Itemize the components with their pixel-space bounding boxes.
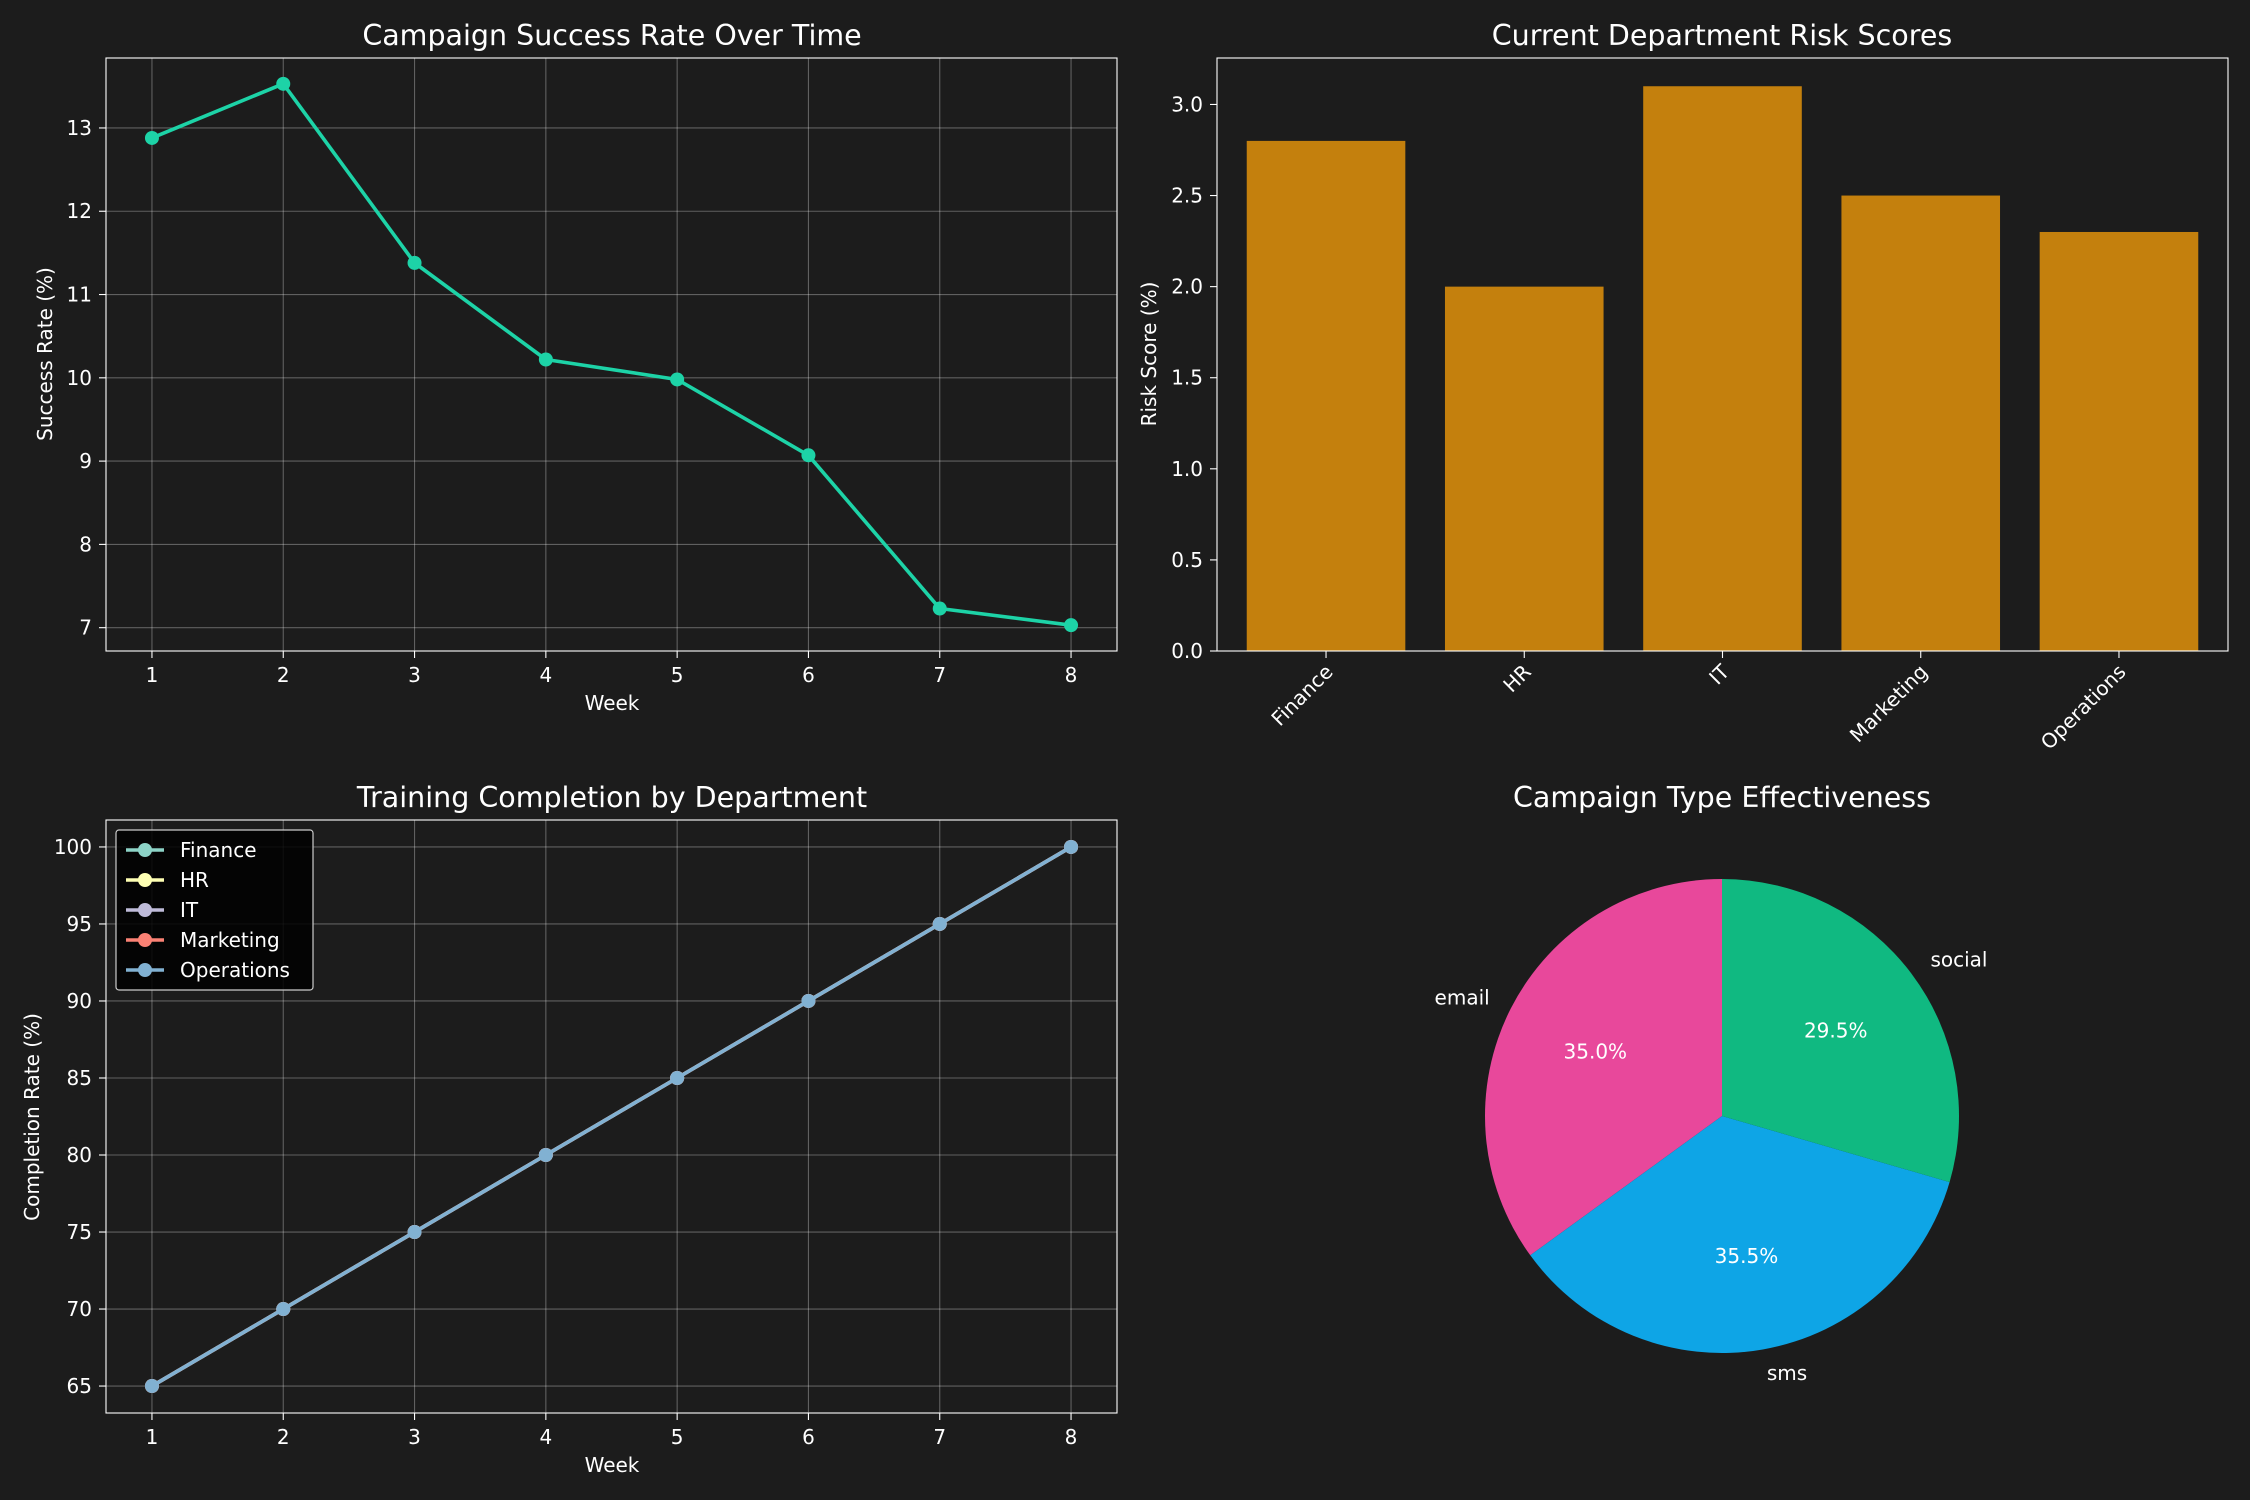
- campaign-type-pie-chart: Campaign Type Effectiveness email 35.0% sm…: [1435, 781, 1988, 1385]
- training-completion-y-tick-label: 75: [67, 1220, 92, 1244]
- risk-score-y-tick-label: 0.0: [1171, 639, 1203, 663]
- risk-score-y-tick-label: 2.5: [1171, 184, 1203, 208]
- training-completion-y-tick-label: 85: [67, 1066, 92, 1090]
- campaign-type-percent-email: 35.0%: [1564, 1039, 1628, 1063]
- training-completion-plot-frame: [105, 819, 1118, 1414]
- campaign-type-label-social: social: [1930, 947, 1987, 971]
- training-completion-x-tick-label: 8: [1065, 1425, 1078, 1449]
- training-completion-y-tick-label: 70: [67, 1297, 92, 1321]
- legend-label-it: IT: [180, 898, 199, 922]
- training-completion-x-tick-label: 1: [146, 1425, 159, 1449]
- training-completion-y-tick-label: 80: [67, 1143, 92, 1167]
- success-rate-x-tick-label: 3: [408, 663, 421, 687]
- success-rate-x-tick-label: 4: [539, 663, 552, 687]
- risk-score-y-tick-label: 1.0: [1171, 457, 1203, 481]
- training-completion-data-point-operations: [932, 916, 947, 931]
- campaign-type-chart-title: Campaign Type Effectiveness: [1513, 781, 1931, 814]
- legend-marker-it: [138, 903, 152, 917]
- success-rate-x-tick-label: 6: [802, 663, 815, 687]
- campaign-type-slice-social: [1722, 879, 1959, 1183]
- training-completion-y-axis-label: Completion Rate (%): [20, 1013, 44, 1221]
- success-rate-y-tick-label: 12: [67, 199, 92, 223]
- legend-label-operations: Operations: [180, 958, 290, 982]
- risk-score-bar-hr: [1444, 286, 1604, 651]
- success-rate-y-tick-label: 11: [67, 283, 92, 307]
- campaign-type-slice-sms: [1530, 1116, 1950, 1354]
- training-completion-chart-title: Training Completion by Department: [356, 781, 867, 814]
- campaign-type-label-email: email: [1435, 986, 1490, 1010]
- success-rate-x-axis-label: Week: [585, 691, 640, 715]
- risk-score-bar-marketing: [1841, 195, 2001, 651]
- risk-score-bar-operations: [2039, 231, 2199, 652]
- risk-score-y-tick-label: 3.0: [1171, 92, 1203, 116]
- success-rate-data-point-series: [407, 255, 422, 270]
- training-completion-data-point-operations: [276, 1302, 291, 1317]
- training-completion-x-tick-label: 2: [277, 1425, 290, 1449]
- training-completion-x-axis-label: Week: [585, 1453, 640, 1477]
- training-completion-data-point-operations: [407, 1225, 422, 1240]
- success-rate-series-line-series: [151, 82, 1072, 627]
- training-completion-line-chart: Training Completion by Department Week C…: [20, 781, 1118, 1477]
- training-completion-legend-box: [115, 829, 314, 991]
- training-completion-y-tick-label: 95: [67, 912, 92, 936]
- success-rate-data-point-series: [801, 448, 816, 463]
- success-rate-data-point-series: [144, 130, 159, 145]
- success-rate-data-point-series: [670, 372, 685, 387]
- campaign-type-slice-email: [1485, 879, 1722, 1256]
- training-completion-data-point-operations: [1064, 839, 1079, 854]
- risk-score-y-tick-label: 0.5: [1171, 548, 1203, 572]
- success-rate-x-tick-label: 2: [277, 663, 290, 687]
- campaign-type-percent-social: 29.5%: [1804, 1019, 1868, 1043]
- training-completion-data-point-operations: [144, 1379, 159, 1394]
- training-completion-data-point-operations: [801, 993, 816, 1008]
- training-completion-x-tick-label: 6: [802, 1425, 815, 1449]
- success-rate-y-axis-label: Success Rate (%): [33, 267, 57, 441]
- success-rate-y-tick-label: 8: [79, 532, 92, 556]
- success-rate-x-tick-label: 1: [146, 663, 159, 687]
- legend-label-hr: HR: [180, 868, 209, 892]
- success-rate-x-tick-label: 8: [1065, 663, 1078, 687]
- training-completion-data-point-operations: [670, 1070, 685, 1085]
- legend-marker-hr: [138, 873, 152, 887]
- success-rate-plot-frame: [105, 57, 1118, 652]
- training-completion-y-tick-label: 65: [67, 1374, 92, 1398]
- training-completion-x-tick-label: 5: [671, 1425, 684, 1449]
- success-rate-data-point-series: [1064, 618, 1079, 633]
- training-completion-x-tick-label: 4: [539, 1425, 552, 1449]
- success-rate-data-point-series: [932, 601, 947, 616]
- training-completion-data-point-operations: [538, 1148, 553, 1163]
- legend-label-marketing: Marketing: [180, 928, 280, 952]
- success-rate-x-tick-label: 5: [671, 663, 684, 687]
- training-completion-x-tick-label: 7: [933, 1425, 946, 1449]
- risk-score-y-axis-label: Risk Score (%): [1137, 282, 1161, 427]
- training-completion-y-tick-label: 90: [67, 989, 92, 1013]
- success-rate-y-tick-label: 9: [79, 449, 92, 473]
- risk-score-bar-chart: Current Department Risk Scores Risk Scor…: [1137, 19, 2229, 754]
- legend-label-finance: Finance: [180, 838, 257, 862]
- legend-marker-finance: [138, 843, 152, 857]
- risk-score-y-tick-label: 1.5: [1171, 366, 1203, 390]
- legend-marker-operations: [138, 963, 152, 977]
- success-rate-data-point-series: [276, 76, 291, 91]
- risk-score-chart-title: Current Department Risk Scores: [1492, 19, 1952, 52]
- success-rate-x-tick-label: 7: [933, 663, 946, 687]
- training-completion-y-tick-label: 100: [54, 835, 92, 859]
- success-rate-y-tick-label: 10: [67, 366, 92, 390]
- risk-score-plot-frame: [1216, 57, 2229, 652]
- risk-score-y-tick-label: 2.0: [1171, 275, 1203, 299]
- risk-score-bar-it: [1643, 86, 1802, 651]
- risk-score-bar-finance: [1246, 140, 1406, 652]
- success-rate-chart-title: Campaign Success Rate Over Time: [362, 19, 861, 52]
- legend-marker-marketing: [138, 933, 152, 947]
- campaign-type-percent-sms: 35.5%: [1715, 1244, 1779, 1268]
- campaign-type-label-sms: sms: [1767, 1361, 1807, 1385]
- success-rate-y-tick-label: 7: [79, 616, 92, 640]
- success-rate-line-chart: Campaign Success Rate Over Time Week Suc…: [33, 19, 1118, 715]
- success-rate-y-tick-label: 13: [67, 116, 92, 140]
- success-rate-data-point-series: [538, 352, 553, 367]
- training-completion-x-tick-label: 3: [408, 1425, 421, 1449]
- training-completion-series-line-operations: [151, 845, 1072, 1388]
